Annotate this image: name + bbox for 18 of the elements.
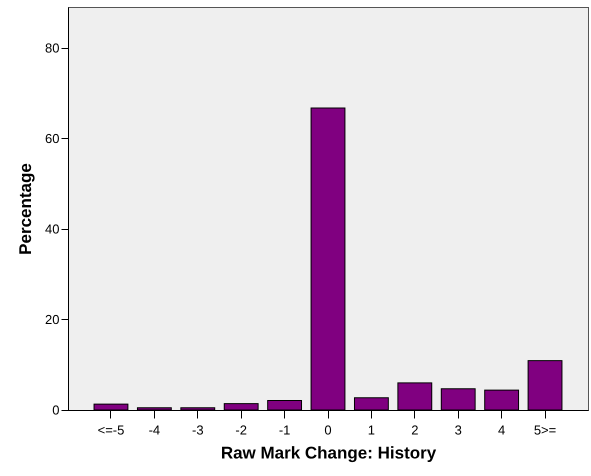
x-tick-label: 2 xyxy=(411,422,418,438)
x-tick-label: 0 xyxy=(324,422,332,438)
x-tick-label: 1 xyxy=(368,422,376,438)
x-tick-label: -3 xyxy=(192,422,204,438)
y-tick-label: 60 xyxy=(45,130,60,146)
x-tick-label: 5>= xyxy=(534,422,556,438)
x-tick-label: -2 xyxy=(235,422,247,438)
y-axis-title: Percentage xyxy=(16,163,36,255)
x-tick-label: 4 xyxy=(498,422,506,438)
x-tick-label: <=-5 xyxy=(98,422,124,438)
x-tick-label: -1 xyxy=(278,422,290,438)
y-tick-label: 0 xyxy=(52,402,60,418)
x-axis-title: Raw Mark Change: History xyxy=(220,444,437,462)
x-tick-label: 3 xyxy=(454,422,462,438)
x-tick-label: -4 xyxy=(148,422,160,438)
y-tick-label: 80 xyxy=(45,40,60,56)
y-tick-label: 40 xyxy=(45,221,60,236)
y-tick-label: 20 xyxy=(45,312,60,327)
